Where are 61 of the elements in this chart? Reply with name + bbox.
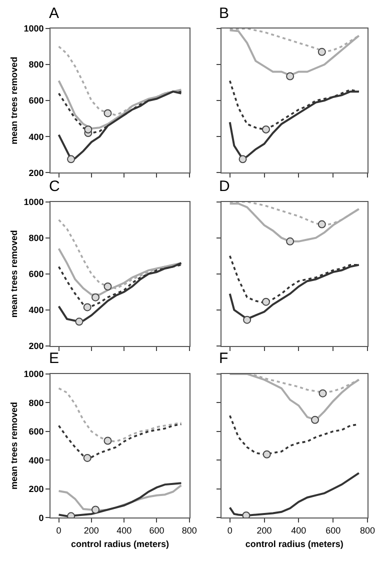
point (92, 506, 100, 514)
x-tick-label: 200 (84, 525, 99, 536)
y-tick-label: 400 (28, 132, 44, 142)
x-axis-title: control radius (meters) (245, 539, 344, 550)
x-tick-label: 400 (116, 525, 132, 536)
x-tick-label: 800 (360, 525, 376, 536)
y-tick-label: 0 (38, 512, 44, 523)
y-tick-label: 1000 (24, 24, 44, 34)
point (67, 512, 76, 518)
chart-title: D (219, 178, 230, 195)
chart-title: A (49, 5, 60, 22)
point (286, 237, 294, 246)
point (238, 155, 247, 164)
chart-title: C (49, 178, 60, 195)
x-tick-label: 600 (326, 525, 341, 536)
point (318, 48, 326, 56)
point (243, 316, 252, 324)
point (318, 220, 326, 228)
y-tick-label: 800 (28, 60, 44, 70)
x-tick-label: 0 (56, 525, 62, 536)
point (262, 450, 271, 458)
x-tick-label: 200 (256, 525, 272, 536)
y-tick-label: 600 (28, 426, 44, 437)
y-axis-title: mean trees removed (9, 402, 20, 490)
y-tick-label: 600 (28, 96, 44, 106)
x-tick-label: 0 (227, 525, 232, 536)
y-tick-label: 200 (28, 484, 44, 494)
y-tick-label: 400 (28, 305, 44, 316)
point (83, 454, 92, 462)
point (242, 511, 250, 518)
y-tick-label: 200 (28, 341, 44, 352)
y-tick-label: 1000 (24, 196, 44, 207)
x-tick-label: 400 (291, 525, 306, 536)
chart-title: E (49, 350, 60, 367)
y-axis-title: mean trees removed (9, 230, 20, 318)
y-tick-label: 200 (28, 168, 44, 178)
chart-title: F (219, 350, 228, 367)
y-tick-label: 1000 (24, 369, 44, 380)
chart-title: B (219, 5, 230, 22)
line-series (58, 482, 182, 518)
y-tick-label: 400 (28, 455, 44, 466)
point (262, 298, 270, 306)
point (92, 293, 100, 302)
point (286, 72, 294, 80)
point (67, 155, 76, 164)
point (262, 125, 270, 134)
point (83, 303, 92, 312)
point (84, 125, 92, 134)
y-axis-title: mean trees removed (9, 56, 20, 144)
y-tick-label: 800 (28, 398, 44, 408)
point (75, 318, 84, 326)
point (104, 109, 112, 118)
x-tick-label: 800 (182, 525, 197, 536)
point (318, 389, 327, 398)
y-tick-label: 600 (28, 269, 44, 280)
point (104, 282, 112, 290)
x-axis-title: control radius (meters) (70, 539, 170, 550)
point (311, 416, 320, 424)
y-tick-label: 800 (28, 232, 44, 243)
point (104, 436, 112, 445)
x-tick-label: 600 (149, 525, 164, 536)
